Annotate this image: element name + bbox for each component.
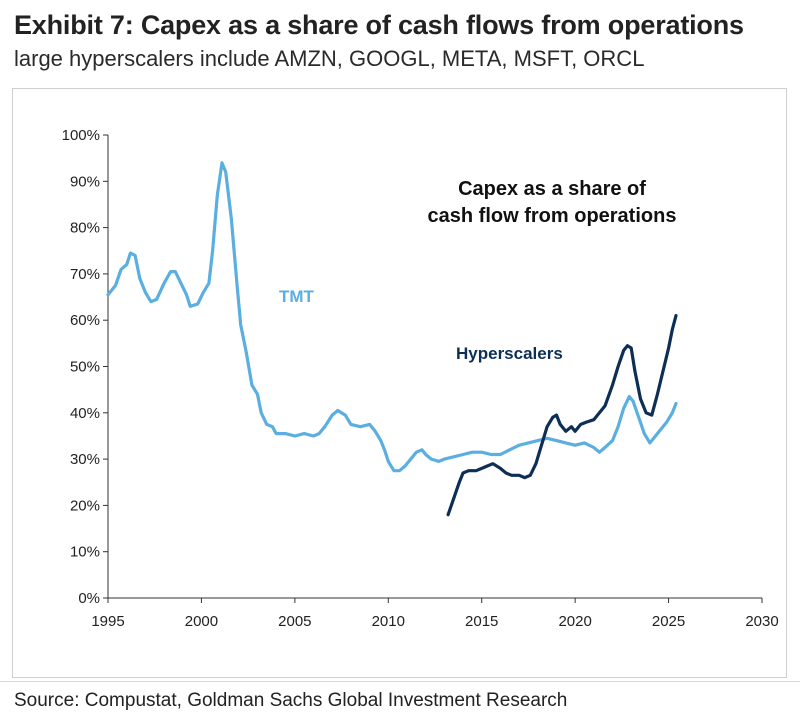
line-chart: 0% 10% 20% 30% 40% 50% 60% 70% 80% 90% 100% 1995 20…	[62, 127, 779, 630]
y-tick-label: 20%	[70, 497, 100, 514]
y-tick-label: 60%	[70, 312, 100, 329]
footer-divider	[0, 681, 800, 682]
x-axis: 1995 2000 2005 2010 2015 2020 2025 2030	[91, 597, 779, 630]
series-label-hyperscalers: Hyperscalers	[456, 344, 563, 363]
y-tick-label: 100%	[62, 127, 100, 144]
y-tick-label: 40%	[70, 405, 100, 422]
label-layer: Capex as a share of cash flow from opera…	[279, 178, 676, 363]
series-line-tmt	[106, 161, 678, 473]
x-tick-label: 2020	[558, 613, 591, 630]
y-tick-label: 50%	[70, 359, 100, 376]
chart-title: Exhibit 7: Capex as a share of cash flow…	[14, 10, 744, 40]
y-tick-label: 80%	[70, 220, 100, 237]
x-tick-label: 2015	[465, 613, 498, 630]
y-axis: 0% 10% 20% 30% 40% 50% 60% 70% 80% 90% 100%	[62, 127, 109, 607]
x-tick-label: 2025	[652, 613, 685, 630]
chart-annotation-line-2: cash flow from operations	[428, 205, 677, 227]
chart-frame	[12, 88, 787, 678]
series-label-tmt: TMT	[279, 287, 315, 306]
x-tick-label: 2000	[185, 613, 218, 630]
source-note: Source: Compustat, Goldman Sachs Global …	[14, 690, 568, 711]
y-tick-label: 30%	[70, 451, 100, 468]
y-tick-label: 70%	[70, 266, 100, 283]
x-tick-label: 1995	[91, 613, 124, 630]
series-layer	[106, 161, 678, 517]
x-tick-label: 2005	[278, 613, 311, 630]
y-tick-label: 10%	[70, 544, 100, 561]
x-tick-label: 2030	[745, 613, 778, 630]
series-line-hyperscalers	[446, 314, 678, 517]
chart-annotation-line-1: Capex as a share of	[458, 178, 646, 200]
y-tick-label: 90%	[70, 173, 100, 190]
chart-subtitle: large hyperscalers include AMZN, GOOGL, …	[14, 46, 645, 71]
y-tick-label: 0%	[78, 590, 100, 607]
x-tick-label: 2010	[372, 613, 405, 630]
